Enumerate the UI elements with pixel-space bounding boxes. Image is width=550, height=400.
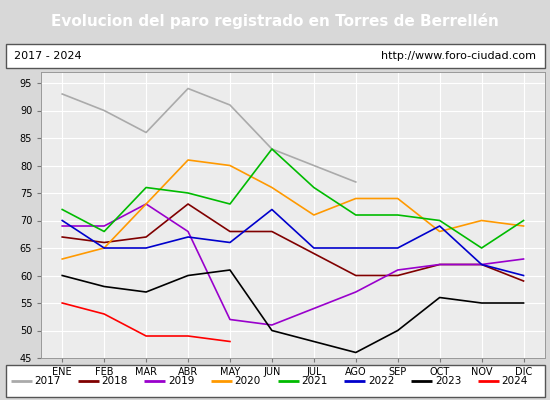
- Text: 2023: 2023: [435, 376, 461, 386]
- Text: 2017: 2017: [35, 376, 61, 386]
- Text: 2024: 2024: [502, 376, 528, 386]
- Text: 2017 - 2024: 2017 - 2024: [14, 51, 81, 61]
- Text: Evolucion del paro registrado en Torres de Berrellén: Evolucion del paro registrado en Torres …: [51, 13, 499, 29]
- Text: 2019: 2019: [168, 376, 194, 386]
- Text: 2022: 2022: [368, 376, 394, 386]
- Text: 2018: 2018: [101, 376, 128, 386]
- Text: 2021: 2021: [301, 376, 328, 386]
- Bar: [6, 44, 544, 68]
- Text: http://www.foro-ciudad.com: http://www.foro-ciudad.com: [381, 51, 536, 61]
- Text: 2020: 2020: [235, 376, 261, 386]
